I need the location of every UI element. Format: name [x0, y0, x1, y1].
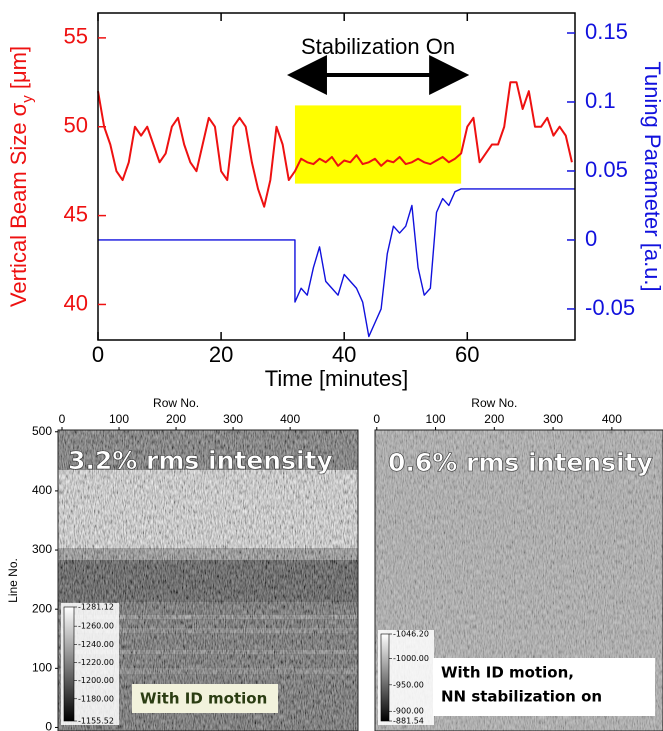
colorbar-tick-label: -950.00: [393, 680, 424, 689]
overlay-label: With ID motion,: [441, 664, 574, 682]
plot-frame: [97, 12, 576, 341]
y2-tick-label: 0.15: [585, 19, 628, 44]
x-axis-label: Row No.: [471, 396, 517, 410]
y-tick-label: 0: [45, 720, 52, 731]
y-axis-label: Line No.: [6, 558, 20, 603]
x-tick-label: 20: [209, 342, 233, 367]
y-tick-label: 50: [64, 113, 88, 138]
x-tick-label: 400: [280, 412, 300, 426]
x-tick-label: 300: [223, 412, 243, 426]
y2-tick-label: 0: [585, 226, 597, 251]
x-tick-label: 0: [92, 342, 104, 367]
overlay-label: NN stabilization on: [441, 688, 602, 706]
x-tick-label: 0: [59, 412, 66, 426]
x-tick-label: 40: [332, 342, 356, 367]
colorbar: [380, 633, 390, 722]
x-tick-label: 400: [602, 412, 622, 426]
x-tick-label: 100: [426, 412, 446, 426]
overlay-label: With ID motion: [140, 690, 267, 708]
y-tick-label: 500: [32, 424, 52, 438]
y-tick-label: 100: [32, 660, 52, 674]
y2-tick-label: 0.1: [585, 88, 616, 113]
y-tick-label: 400: [32, 483, 52, 497]
overlay-title: 3.2% rms intensity: [68, 446, 333, 475]
label-box: [132, 684, 278, 713]
x-tick-label: 0: [373, 412, 380, 426]
colorbar-tick-label: -1155.52: [78, 717, 114, 726]
y-axis-label-part: [μm]: [6, 46, 31, 95]
highlight: [294, 105, 462, 184]
colorbar-tick-label: -1220.00: [78, 658, 114, 667]
overlay-title: 0.6% rms intensity: [388, 448, 653, 477]
colorbar-tick-label: -1200.00: [78, 676, 114, 685]
x-axis-label: Row No.: [153, 396, 199, 410]
y-tick-label: 45: [64, 201, 88, 226]
colorbar-tick-label: -1046.20: [393, 630, 429, 639]
x-tick-label: 300: [543, 412, 563, 426]
colorbar-tick-label: -1180.00: [78, 694, 114, 703]
colorbar-tick-label: -1000.00: [393, 654, 429, 663]
colorbar-tick-label: -900.00: [393, 707, 424, 716]
annotation-text: Stabilization On: [301, 34, 455, 59]
y-tick-label: 40: [64, 290, 88, 315]
data-line: [98, 188, 575, 338]
y-axis-label-part: y: [19, 95, 36, 103]
label-box: [433, 658, 655, 716]
y-tick-label: 55: [64, 24, 88, 49]
y-tick-label: 300: [32, 542, 52, 556]
y-tick-label: 200: [32, 601, 52, 615]
colorbar-tick-label: -881.54: [393, 717, 424, 726]
y-axis-label-part: Vertical Beam Size σ: [6, 102, 31, 307]
panel-frame: [374, 429, 663, 731]
y-axis-label: Vertical Beam Size σy [μm]: [6, 46, 37, 307]
y2-axis-label: Tuning Parameter [a.u.]: [640, 61, 663, 291]
colorbar: [63, 606, 75, 722]
x-tick-label: 60: [455, 342, 479, 367]
colorbar-tick-label: -1281.12: [78, 603, 114, 612]
colorbar-tick-label: -1260.00: [78, 622, 114, 631]
colorbar-tick-label: -1240.00: [78, 640, 114, 649]
panel-frame: [57, 429, 359, 731]
x-tick-label: 100: [109, 412, 129, 426]
image-left: [58, 430, 358, 731]
data-line: [97, 81, 573, 208]
x-axis-label: Time [minutes]: [265, 366, 408, 391]
x-tick-label: 200: [484, 412, 504, 426]
y2-tick-label: 0.05: [585, 157, 628, 182]
x-tick-label: 200: [166, 412, 186, 426]
y2-tick-label: -0.05: [585, 295, 635, 320]
